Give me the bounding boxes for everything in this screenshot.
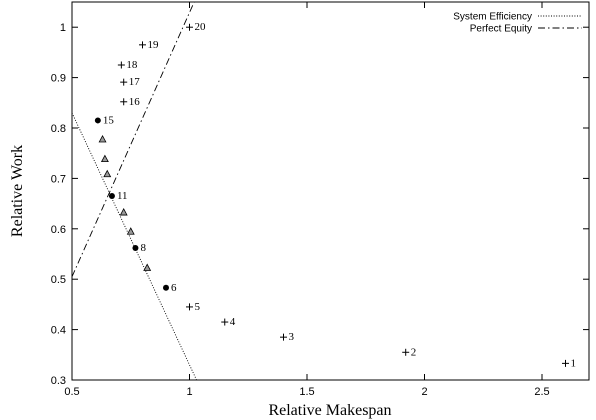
point-label: 19 (148, 39, 160, 51)
circle-marker (163, 284, 169, 291)
x-tick-label: 1 (186, 386, 192, 398)
circle-marker (132, 244, 139, 251)
plus-marker (402, 348, 410, 356)
y-tick-label: 0.9 (51, 73, 66, 85)
point-label: 4 (230, 316, 236, 328)
point-label: 3 (289, 331, 295, 343)
perfect-equity-line (72, 2, 195, 277)
plus-marker (280, 333, 287, 341)
x-tick-label: 2 (421, 386, 427, 398)
legend-label: System Efficiency (453, 12, 532, 23)
point-label: 2 (411, 346, 417, 358)
x-tick-label: 1.5 (299, 386, 314, 398)
point-label: 17 (129, 76, 141, 88)
y-tick-label: 0.4 (51, 325, 66, 337)
triangle-marker (100, 154, 109, 163)
triangle-marker (98, 134, 107, 143)
triangle-marker (126, 227, 135, 235)
point-label: 20 (195, 21, 207, 33)
x-tick-label: 0.5 (64, 386, 79, 398)
plus-marker (139, 41, 146, 49)
y-tick-label: 0.3 (51, 375, 66, 387)
x-axis-title: Relative Makespan (268, 402, 391, 419)
triangle-marker (119, 208, 128, 216)
point-label: 18 (126, 59, 138, 71)
legend-label: Perfect Equity (470, 24, 532, 35)
plus-marker (120, 78, 128, 86)
reference-lines (72, 2, 197, 380)
y-tick-label: 0.5 (51, 274, 66, 286)
plus-marker (117, 61, 125, 69)
circle-marker (108, 193, 115, 200)
point-label: 16 (129, 96, 141, 108)
axis-ticks: 0.5 1 1.5 2 2.5 0.3 0.4 0.5 0.6 0.7 0.8 0.9 1 (51, 2, 589, 398)
y-tick-label: 0.7 (51, 173, 66, 185)
point-label: 11 (117, 190, 128, 202)
y-axis-title: Relative Work (9, 145, 26, 237)
y-tick-label: 0.6 (51, 224, 66, 236)
data-points: 1 2 3 4 5 16 17 18 19 20 6 8 11 15 (94, 21, 577, 369)
y-tick-label: 0.8 (51, 123, 66, 135)
point-label: 6 (171, 282, 177, 294)
triangle-marker (103, 169, 112, 178)
point-label: 8 (140, 242, 146, 254)
y-tick-label: 1 (60, 22, 66, 34)
plus-marker (221, 318, 229, 326)
point-label: 5 (195, 301, 201, 313)
triangle-marker (143, 263, 152, 271)
plus-marker (120, 98, 128, 106)
plus-marker (562, 359, 569, 367)
plus-marker (186, 303, 193, 311)
point-label: 15 (103, 114, 115, 126)
plus-marker (186, 23, 193, 31)
plot-frame (71, 1, 590, 381)
point-label: 1 (571, 357, 577, 369)
circle-marker (94, 117, 101, 124)
x-tick-label: 2.5 (534, 386, 549, 398)
